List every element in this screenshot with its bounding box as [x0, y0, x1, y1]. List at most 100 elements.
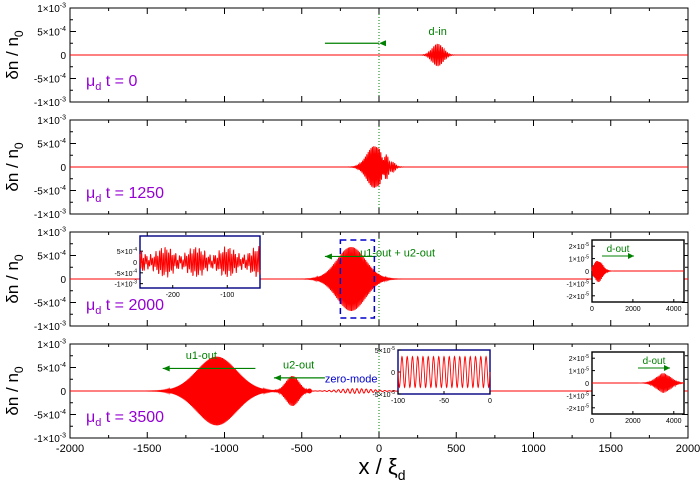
inset-annotation-label: d-out	[643, 356, 666, 367]
y-tick-label: -5×10-4	[34, 297, 66, 310]
inset-y-tick-label: 5×10-5	[375, 346, 395, 355]
panel-2: 1×10-3 5×10-4 0 -5×10-4 -1×10-3 δn / n0 μd t =…	[3, 115, 689, 222]
y-tick-label: -1×10-3	[34, 433, 66, 446]
inset-2: 2×10-51×10-50-1×10-5-2×10-50 2000 4000d-ou…	[566, 239, 685, 313]
y-tick-label: 0	[60, 275, 66, 286]
signal-line	[70, 356, 688, 426]
time-label: μd t = 0	[86, 73, 137, 93]
x-tick-label: -1000	[210, 443, 238, 455]
time-label: μd t = 3500	[86, 409, 164, 429]
panel-4: 1×10-3 5×10-4 0 -5×10-4 -1×10-3-2000 -1500 -10…	[3, 339, 700, 456]
y-tick-label: 1×10-3	[37, 115, 66, 128]
x-tick-label: 2000	[676, 443, 700, 455]
inset-y-tick-label: 5×10-4	[117, 247, 137, 256]
inset-signal-line	[139, 245, 261, 278]
inset-x-tick-label: -200	[166, 292, 180, 299]
annotation-arrowhead	[162, 365, 170, 372]
y-tick-label: -1×10-3	[34, 97, 66, 110]
inset-y-tick-label: 0	[133, 260, 137, 267]
zoom-marker-box	[339, 239, 376, 319]
y-axis-label: δn / n0	[3, 366, 26, 416]
inset-x-tick-label: 2000	[625, 418, 641, 425]
annotation-label: zero-mode	[325, 374, 378, 386]
x-tick-label: 0	[376, 443, 382, 455]
y-tick-label: 0	[60, 163, 66, 174]
inset-annotation-label: d-out	[607, 244, 630, 255]
time-label: μd t = 2000	[86, 297, 164, 317]
x-tick-label: -1500	[133, 443, 161, 455]
signal-line	[70, 146, 688, 188]
x-axis-label: x / ξd	[359, 454, 406, 483]
inset-signal-line	[397, 355, 491, 389]
inset-y-tick-label: -5×10-4	[114, 269, 137, 278]
inset-y-tick-label: -2×10-5	[566, 292, 589, 301]
y-tick-label: 5×10-4	[37, 250, 66, 263]
inset-y-tick-label: 0	[391, 370, 395, 377]
annotation-arrowhead	[378, 40, 386, 47]
annotation-arrowhead	[324, 253, 332, 260]
inset-x-tick-label: 0	[488, 398, 492, 405]
y-tick-label: 5×10-4	[37, 362, 66, 375]
inset-y-tick-label: 1×10-5	[569, 366, 589, 375]
inset-x-tick-label: -50	[439, 398, 449, 405]
panel-3: 1×10-3 5×10-4 0 -5×10-4 -1×10-3 δn / n0 μd t =…	[3, 227, 689, 334]
y-tick-label: -1×10-3	[34, 321, 66, 334]
x-tick-label: 1000	[521, 443, 545, 455]
inset-annotation-arrowhead	[628, 253, 634, 259]
time-label: μd t = 1250	[86, 185, 164, 205]
panel-1: 1×10-3 5×10-4 0 -5×10-4 -1×10-3 δn / n0 μd t =…	[3, 3, 689, 110]
y-tick-label: 5×10-4	[37, 138, 66, 151]
inset-1: 5×10-5 0 -5×10-5-100 -50 0	[372, 346, 492, 405]
x-tick-label: -2000	[56, 443, 84, 455]
y-tick-label: 1×10-3	[37, 227, 66, 240]
y-tick-label: 1×10-3	[37, 3, 66, 16]
x-tick-label: 1500	[599, 443, 623, 455]
y-tick-label: -5×10-4	[34, 185, 66, 198]
zero-mode-dot	[306, 388, 312, 394]
inset-x-tick-label: -100	[220, 292, 234, 299]
inset-x-tick-label: 2000	[625, 306, 641, 313]
x-axis-label-main: x / ξ	[359, 454, 398, 479]
inset-y-tick-label: -1×10-3	[114, 280, 137, 289]
inset-y-tick-label: 0	[585, 269, 589, 276]
annotation-label: u2-out	[283, 359, 314, 371]
inset-x-tick-label: 0	[590, 306, 594, 313]
y-tick-label: 1×10-3	[37, 339, 66, 352]
annotation-label: u1-out + u2-out	[360, 247, 435, 259]
inset-y-tick-label: -1×10-5	[566, 391, 589, 400]
annotation-arrowhead	[273, 374, 281, 381]
x-tick-label: -500	[291, 443, 313, 455]
inset-y-tick-label: 0	[585, 381, 589, 388]
y-tick-label: 0	[60, 51, 66, 62]
y-tick-label: 0	[60, 387, 66, 398]
y-tick-label: 5×10-4	[37, 26, 66, 39]
inset-y-tick-label: 2×10-5	[569, 242, 589, 251]
inset-y-tick-label: 1×10-5	[569, 254, 589, 263]
inset-y-tick-label: -2×10-5	[566, 404, 589, 413]
inset-1: 5×10-4 0 -5×10-4 -1×10-3 -200 -100	[114, 235, 261, 299]
x-tick-label: 500	[447, 443, 465, 455]
annotation-label: u1-out	[186, 350, 217, 362]
inset-x-tick-label: 4000	[666, 306, 682, 313]
inset-y-tick-label: -1×10-5	[566, 279, 589, 288]
y-tick-label: -5×10-4	[34, 409, 66, 422]
y-axis-label: δn / n0	[3, 30, 26, 80]
signal-line	[70, 43, 688, 67]
panels: 1×10-3 5×10-4 0 -5×10-4 -1×10-3 δn / n0 μd t =…	[3, 3, 700, 456]
y-tick-label: -1×10-3	[34, 209, 66, 222]
y-tick-label: -5×10-4	[34, 73, 66, 86]
inset-x-tick-label: -100	[391, 398, 405, 405]
y-axis-label: δn / n0	[3, 254, 26, 304]
inset-signal-line	[592, 373, 685, 393]
inset-y-tick-label: -5×10-5	[372, 390, 395, 399]
annotation-label: d-in	[429, 26, 447, 38]
inset-2: 2×10-51×10-50-1×10-5-2×10-50 2000 4000d-ou…	[566, 351, 685, 425]
x-axis-label-sub: d	[398, 467, 406, 483]
inset-y-tick-label: 2×10-5	[569, 354, 589, 363]
inset-annotation-arrowhead	[664, 365, 670, 371]
inset-x-tick-label: 4000	[666, 418, 682, 425]
inset-signal-line	[591, 260, 684, 283]
inset-x-tick-label: 0	[590, 418, 594, 425]
y-axis-label: δn / n0	[3, 142, 26, 192]
